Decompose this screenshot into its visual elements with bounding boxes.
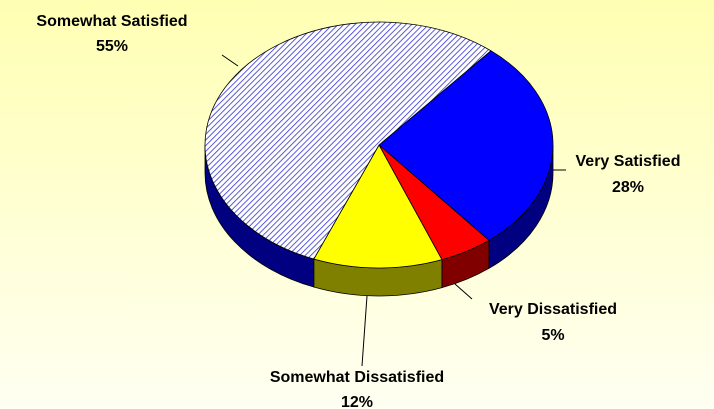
category-label: Somewhat Dissatisfied bbox=[270, 369, 444, 386]
pie-sides bbox=[204, 144, 554, 297]
category-label: Very Dissatisfied bbox=[489, 301, 617, 318]
value-label: 55% bbox=[96, 38, 128, 55]
leader-line bbox=[361, 295, 368, 367]
slice bbox=[313, 144, 443, 269]
category-label: Very Satisfied bbox=[576, 153, 681, 170]
pie-tops bbox=[204, 21, 554, 269]
value-label: 28% bbox=[612, 179, 644, 196]
slice bbox=[378, 50, 554, 241]
leader-line bbox=[221, 54, 239, 67]
value-label: 5% bbox=[541, 327, 564, 344]
value-label: 12% bbox=[341, 394, 373, 409]
category-label: Somewhat Satisfied bbox=[36, 13, 187, 30]
leader-line bbox=[454, 283, 473, 300]
slice bbox=[204, 21, 492, 260]
labels: Very Satisfied 28% Very Dissatisfied 5% Some… bbox=[36, 13, 680, 409]
